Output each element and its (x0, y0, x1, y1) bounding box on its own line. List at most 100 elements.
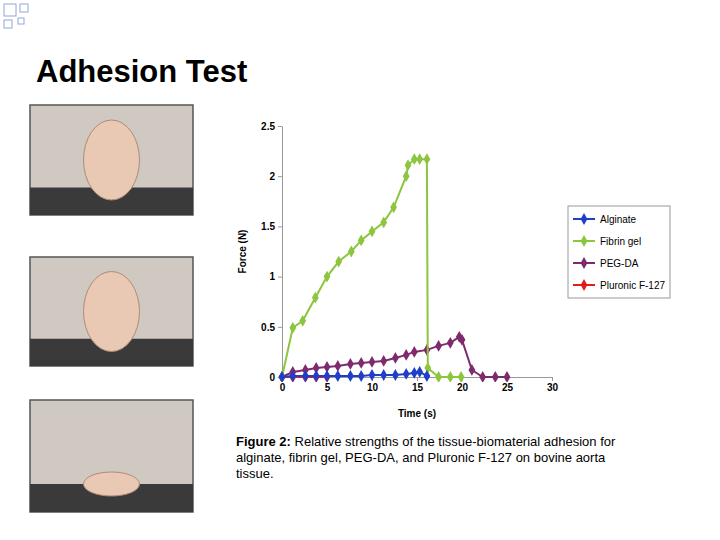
photo-tissue (84, 272, 140, 352)
series-marker (347, 370, 354, 382)
series-marker (358, 235, 365, 247)
legend-marker (581, 235, 588, 247)
tick-mark (278, 277, 282, 278)
series-marker (289, 370, 296, 382)
photo-frame (30, 400, 193, 512)
tick: 0.5 (261, 322, 282, 333)
tick-mark (417, 377, 418, 381)
photo-tissue (84, 120, 140, 200)
series-marker (279, 371, 286, 382)
series-line (282, 159, 461, 377)
plot-area (279, 153, 511, 382)
tick-label: 10 (367, 382, 379, 393)
series-marker (289, 322, 296, 334)
legend-marker (581, 213, 588, 225)
series-marker (324, 370, 331, 382)
series (279, 153, 465, 382)
tick: 2 (269, 171, 282, 182)
series-marker (358, 357, 365, 369)
series (279, 331, 511, 382)
legend-label: Alginate (600, 214, 637, 225)
tick: 15 (412, 377, 424, 393)
series-marker (392, 369, 399, 381)
y-axis-title: Force (N) (237, 230, 248, 274)
axis-line (282, 127, 283, 378)
series-marker (447, 337, 454, 349)
photo (30, 105, 193, 215)
caption-text: Relative strengths of the tissue-biomate… (295, 434, 617, 449)
series-marker (390, 201, 397, 213)
legend-marker (581, 279, 588, 291)
series-marker (411, 367, 418, 379)
legend-label: Pluronic F-127 (600, 280, 665, 291)
tick-label: 2 (269, 171, 275, 182)
tick-label: 25 (502, 382, 514, 393)
series-marker (313, 370, 320, 382)
series-marker (312, 292, 319, 304)
deco-square (4, 4, 16, 16)
series-marker (302, 370, 309, 382)
tick-mark (278, 327, 282, 328)
series-marker (416, 153, 423, 165)
series-marker (334, 360, 341, 372)
series-marker (459, 334, 466, 346)
series-marker (411, 346, 418, 358)
legend-label: Fibrin gel (600, 236, 641, 247)
series-marker (504, 371, 511, 382)
tick-mark (278, 126, 282, 127)
deco-square (18, 18, 24, 24)
series-marker (380, 216, 387, 228)
series-marker (369, 369, 376, 381)
series-marker (380, 355, 387, 367)
deco-square (20, 4, 28, 12)
series-marker (369, 226, 376, 238)
series-marker (405, 159, 412, 171)
slide: Adhesion Test05101520253000.511.522.5Tim… (0, 0, 720, 540)
series-marker (347, 358, 354, 370)
series-marker (279, 371, 286, 382)
tick-label: 15 (412, 382, 424, 393)
series-marker (435, 340, 442, 352)
decoration (4, 4, 28, 28)
legend-label: PEG-DA (600, 258, 639, 269)
tick: 1 (269, 271, 282, 282)
series-marker (424, 153, 431, 165)
tick-label: 5 (325, 382, 331, 393)
series-marker (447, 371, 454, 382)
tick-label: 0 (269, 372, 275, 383)
tick-label: 2.5 (261, 121, 275, 132)
caption-line: alginate, fibrin gel, PEG-DA, and Pluron… (236, 450, 606, 465)
legend: Alginate Fibrin gel PEG-DA Pluronic F-127 (568, 206, 670, 298)
series-marker (403, 349, 410, 361)
x-axis-title: Time (s) (398, 408, 436, 419)
tick-label: 20 (457, 382, 469, 393)
series-marker (392, 352, 399, 364)
tick-label: 1 (269, 271, 275, 282)
series-marker (334, 370, 341, 382)
series-marker (424, 370, 431, 382)
tick-label: 0.5 (261, 322, 275, 333)
series-marker (324, 271, 331, 283)
x-axis: 0 5 10 15 20 25 30 (280, 377, 559, 393)
caption-line: tissue. (236, 466, 274, 481)
series-marker (279, 371, 286, 382)
tick: 2.5 (261, 121, 282, 132)
slide-title: Adhesion Test (36, 54, 247, 89)
deco-square (4, 20, 12, 28)
series-marker (479, 371, 486, 382)
series-marker (416, 366, 423, 378)
series (279, 366, 431, 382)
series-marker (492, 371, 499, 382)
tick-mark (278, 176, 282, 177)
series-marker (403, 170, 410, 182)
photo (30, 257, 193, 366)
tick: 30 (547, 377, 559, 393)
series-marker (348, 246, 355, 258)
caption-label: Figure 2: (236, 434, 291, 449)
legend-frame (568, 206, 670, 298)
tick-mark (552, 377, 553, 381)
series-marker (469, 364, 476, 376)
tick-label: 0 (280, 382, 286, 393)
series-marker (369, 356, 376, 368)
caption-line: Figure 2: Relative strengths of the tiss… (236, 434, 616, 449)
